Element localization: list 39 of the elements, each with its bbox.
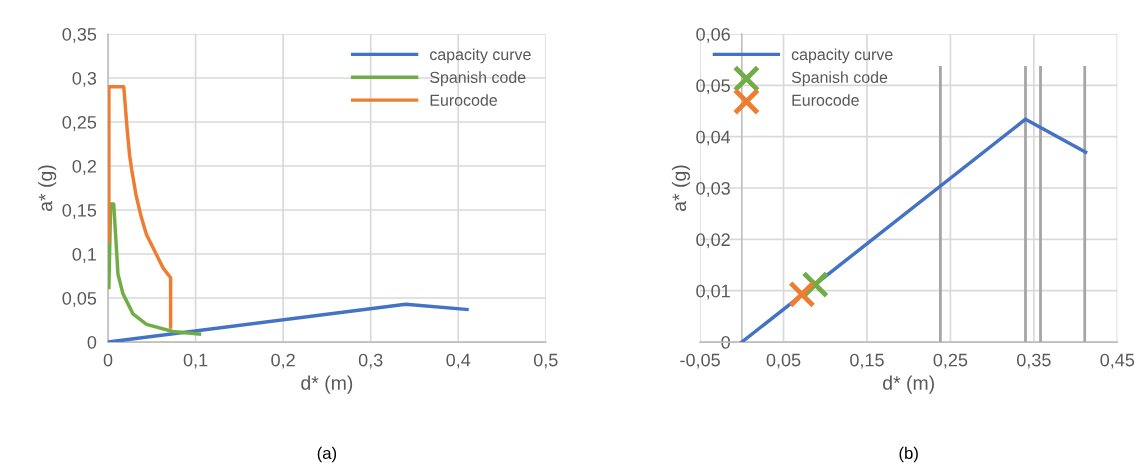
legend-label: capacity curve [791, 48, 893, 64]
y-tick-label: 0,06 [696, 27, 730, 43]
x-tick-label: -0,05 [680, 353, 720, 369]
y-tick-label: 0,2 [72, 159, 96, 175]
x-tick-label: 0,15 [850, 353, 884, 369]
y-tick-label: 0,1 [72, 247, 97, 263]
y-tick-label: 0,35 [62, 27, 97, 43]
line-series [108, 85, 173, 329]
x-tick-label: 0,1 [183, 353, 208, 369]
y-axis-title: a* (g) [671, 165, 690, 211]
x-tick-label: 0,5 [533, 353, 558, 369]
y-tick-label: 0,04 [696, 130, 731, 146]
text: (a) [317, 446, 337, 463]
legend-label: Eurocode [792, 94, 859, 106]
x-tick-label: 0,45 [1100, 353, 1135, 369]
y-axis-title: a* (g) [38, 165, 57, 211]
y-tick-label: 0,02 [696, 233, 730, 249]
y-tick-label: 0,25 [62, 115, 97, 131]
x-tick-label: 0,25 [933, 353, 968, 369]
y-tick-label: 0,15 [62, 203, 97, 219]
legend-label: Spanish code [791, 71, 888, 87]
y-tick-label: 0,03 [696, 181, 730, 197]
x-tick-label: 0 [103, 353, 113, 367]
text: (b) [899, 446, 918, 463]
y-tick-label: 0,05 [696, 79, 730, 95]
x-tick-label: 0,3 [358, 353, 383, 369]
x-axis-title: d* (m) [883, 375, 934, 394]
legend-label: Eurocode [430, 94, 497, 106]
y-tick-label: 0,3 [72, 71, 97, 87]
legend-label: Spanish code [430, 71, 526, 87]
y-tick-label: 0,01 [696, 284, 730, 300]
x-tick-label: 0,2 [271, 353, 295, 369]
x-tick-label: 0,4 [446, 353, 471, 369]
x-axis-title: d* (m) [301, 375, 353, 394]
x-tick-label: 0,05 [766, 353, 801, 369]
legend-label: capacity curve [430, 48, 531, 64]
y-tick-label: 0,05 [62, 291, 97, 307]
x-tick-label: 0,35 [1016, 353, 1051, 369]
y-tick-label: 0 [87, 335, 97, 349]
